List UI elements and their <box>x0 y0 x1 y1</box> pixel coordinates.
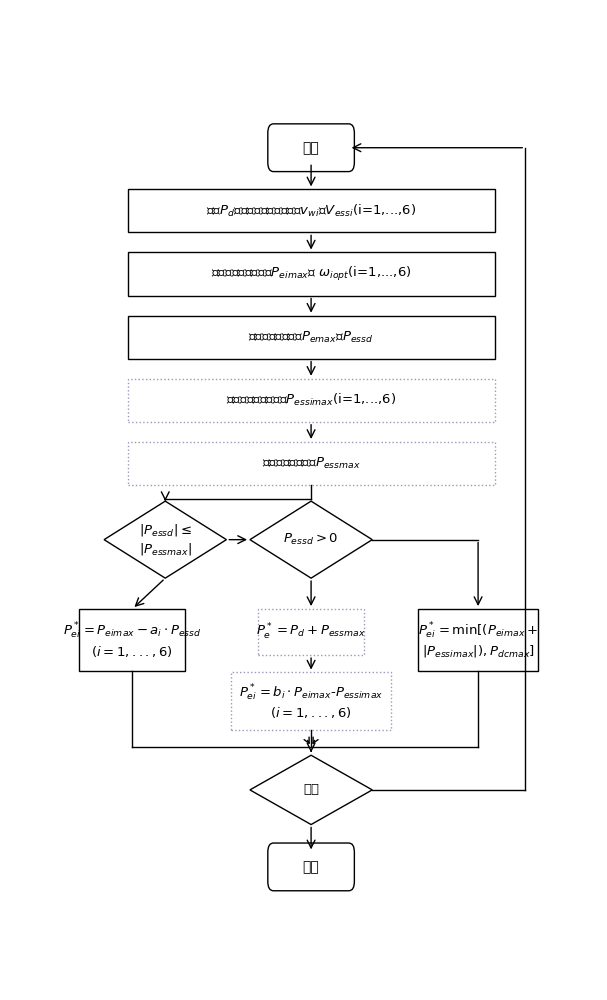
Bar <box>231 672 391 730</box>
Text: $P_{essd}>0$: $P_{essd}>0$ <box>283 532 339 547</box>
Text: $|P_{essd}|\leq$
$|P_{essmax}|$: $|P_{essd}|\leq$ $|P_{essmax}|$ <box>138 522 192 557</box>
Text: 确定每台风电机组的$P_{eimax}$和 $\omega_{iopt}$(i=1,...,6): 确定每台风电机组的$P_{eimax}$和 $\omega_{iopt}$(i=… <box>211 265 412 283</box>
Bar <box>258 609 364 655</box>
FancyBboxPatch shape <box>268 124 354 172</box>
Text: 开始: 开始 <box>303 141 319 155</box>
Polygon shape <box>104 501 226 578</box>
Bar <box>127 189 495 232</box>
Text: 确定整个风电场的$P_{emax}$和$P_{essd}$: 确定整个风电场的$P_{emax}$和$P_{essd}$ <box>248 330 374 345</box>
Polygon shape <box>250 755 372 825</box>
Text: 停止: 停止 <box>303 783 319 796</box>
Bar <box>127 379 495 422</box>
Text: $P_{ei}^*=P_{eimax}-a_i\cdot P_{essd}$
$(i=1,...,6)$: $P_{ei}^*=P_{eimax}-a_i\cdot P_{essd}$ $… <box>63 621 202 659</box>
Bar <box>127 442 495 485</box>
FancyBboxPatch shape <box>268 843 354 891</box>
Bar <box>127 316 495 359</box>
Text: $P_{ei}^*=b_i\cdot P_{eimax}\text{-}P_{essimax}$
$(i=1,...,6)$: $P_{ei}^*=b_i\cdot P_{eimax}\text{-}P_{e… <box>239 682 383 720</box>
Text: $P_{ei}^*=\min[(P_{eimax}+$
$|P_{essimax}|),P_{dcmax}]$: $P_{ei}^*=\min[(P_{eimax}+$ $|P_{essimax… <box>418 620 538 659</box>
Text: $P_e^*=P_d+P_{essmax}$: $P_e^*=P_d+P_{essmax}$ <box>256 622 366 642</box>
Bar <box>418 609 538 671</box>
Bar <box>80 609 185 671</box>
Bar <box>127 252 495 296</box>
Polygon shape <box>250 501 372 578</box>
Text: 确定每台风电机组的$P_{essimax}$(i=1,...,6): 确定每台风电机组的$P_{essimax}$(i=1,...,6) <box>226 392 396 408</box>
Text: 确定整个风电场的$P_{essmax}$: 确定整个风电场的$P_{essmax}$ <box>262 456 361 471</box>
Text: 确定$P_d$并获得每台风电机组的$v_{wi}$和$V_{essi}$(i=1,...,6): 确定$P_d$并获得每台风电机组的$v_{wi}$和$V_{essi}$(i=1… <box>206 203 416 219</box>
Text: 结束: 结束 <box>303 860 319 874</box>
